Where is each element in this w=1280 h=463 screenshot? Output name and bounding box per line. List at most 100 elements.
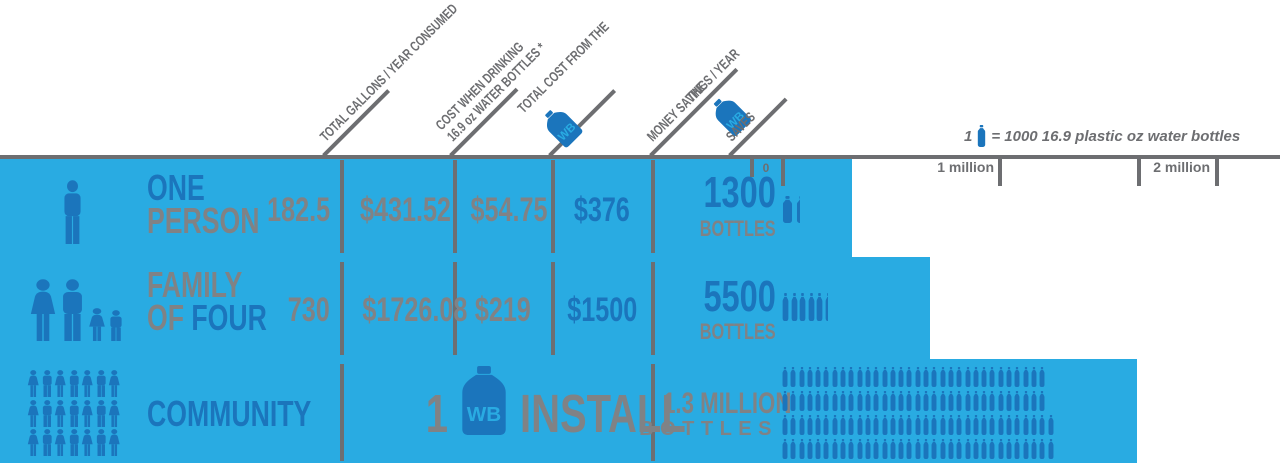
bottle-icon: [1039, 391, 1045, 411]
man-icon: [68, 400, 81, 427]
one-person-figure: [61, 180, 84, 244]
bottle-icon: [882, 415, 888, 435]
figure-row: [27, 429, 121, 456]
bottle-icon: [1039, 415, 1045, 435]
bottle-icon: [923, 415, 929, 435]
bottle-icon: [998, 415, 1004, 435]
bottle-icon: [931, 439, 937, 459]
man-icon: [95, 429, 108, 456]
bottle-icon: [848, 391, 854, 411]
bottle-icon: [956, 391, 962, 411]
bottle-icon: [965, 415, 971, 435]
divider: [551, 160, 555, 253]
bottle-icon: [807, 391, 813, 411]
bottle-icon: [857, 391, 863, 411]
bottle-icon: [782, 439, 788, 459]
bottle-icon: [981, 439, 987, 459]
bottle-icon: [989, 439, 995, 459]
bottle-icon: [791, 293, 798, 321]
bottle-icon: [865, 391, 871, 411]
bottles-count-family: 5500: [703, 272, 776, 321]
bottle-icon: [815, 391, 821, 411]
bottle-icon: [857, 367, 863, 387]
wb-install-group: 1 INSTALL: [418, 366, 744, 441]
man-icon: [41, 370, 54, 397]
bottle-icon: [782, 367, 788, 387]
legend: 1 = 1000 16.9 plastic oz water bottles: [964, 125, 1240, 147]
axis-line: [0, 155, 1280, 159]
bottles-count-person: 1300: [703, 168, 776, 217]
bottle-icon: [940, 439, 946, 459]
bottle-icon: [981, 391, 987, 411]
bottle-icon: [890, 439, 896, 459]
row-label-part: OF: [147, 297, 192, 338]
bottle-icon: [1014, 391, 1020, 411]
man-icon: [68, 370, 81, 397]
bottle-icon: [873, 415, 879, 435]
bottle-icon: [1006, 439, 1012, 459]
bottle-icon: [1006, 391, 1012, 411]
cell-cost-wb-person: $54.75: [470, 191, 548, 229]
bottle-icon: [931, 367, 937, 387]
bottle-icon: [998, 439, 1004, 459]
row-label-part: FOUR: [191, 297, 267, 338]
woman-icon: [108, 429, 121, 456]
bottle-icon: [799, 293, 806, 321]
woman-icon: [29, 279, 57, 341]
divider: [551, 262, 555, 355]
bottle-icon: [906, 367, 912, 387]
man-icon: [59, 279, 86, 341]
bottle-icon: [832, 439, 838, 459]
bottle-icon: [882, 391, 888, 411]
bottles-count-community: 1.3 MILLION: [663, 387, 792, 420]
bottle-icon: [898, 391, 904, 411]
bottle-icon: [906, 391, 912, 411]
wb-jug-icon-large: [457, 366, 511, 437]
bottle-icon: [981, 415, 987, 435]
scale-label-2million: 2 million: [1153, 159, 1210, 175]
woman-icon: [108, 400, 121, 427]
man-icon: [68, 429, 81, 456]
bottle-icon: [790, 391, 796, 411]
bottle-icon: [973, 415, 979, 435]
community-figures: [27, 370, 121, 459]
bottle-icon: [807, 439, 813, 459]
header-label: THE: [682, 78, 709, 105]
bottle-icon: [832, 391, 838, 411]
bottle-icon: [973, 367, 979, 387]
divider: [453, 160, 457, 253]
divider: [340, 364, 344, 461]
bottle-icon: [1006, 367, 1012, 387]
scale-tick: [1137, 159, 1141, 186]
bottle-icon: [1023, 439, 1029, 459]
row-label-community: COMMUNITY: [147, 396, 369, 432]
divider: [651, 364, 655, 461]
bottle-icon: [1023, 391, 1029, 411]
bottle-icon: [1031, 367, 1037, 387]
bottle-icon: [790, 415, 796, 435]
bottle-icon: [981, 367, 987, 387]
bottle-icon: [799, 391, 805, 411]
bottles-word-person: BOTTLES: [700, 216, 776, 241]
bottle-icon: [965, 391, 971, 411]
bottles-word-community: BOTTLES: [639, 418, 778, 440]
bottle-icon: [923, 391, 929, 411]
bottle-icon: [1039, 367, 1045, 387]
bottle-icon: [782, 293, 789, 321]
bottle-icon: [799, 439, 805, 459]
bottle-icon: [931, 391, 937, 411]
bottle-row: [782, 439, 1054, 459]
header-the-wb-saves: THE SAVES: [675, 61, 788, 157]
bottle-icon: [816, 293, 823, 321]
bottle-icon: [1031, 391, 1037, 411]
band-row-community: [0, 359, 1137, 463]
woman-icon: [81, 370, 94, 397]
woman-icon: [108, 370, 121, 397]
man-icon: [95, 400, 108, 427]
bottle-icon: [923, 367, 929, 387]
scale-label-zero: 0: [762, 161, 770, 175]
row-label-line: PERSON: [147, 200, 260, 241]
bottle-icon: [1014, 415, 1020, 435]
bottle-icon: [799, 367, 805, 387]
bottle-icon: [948, 391, 954, 411]
